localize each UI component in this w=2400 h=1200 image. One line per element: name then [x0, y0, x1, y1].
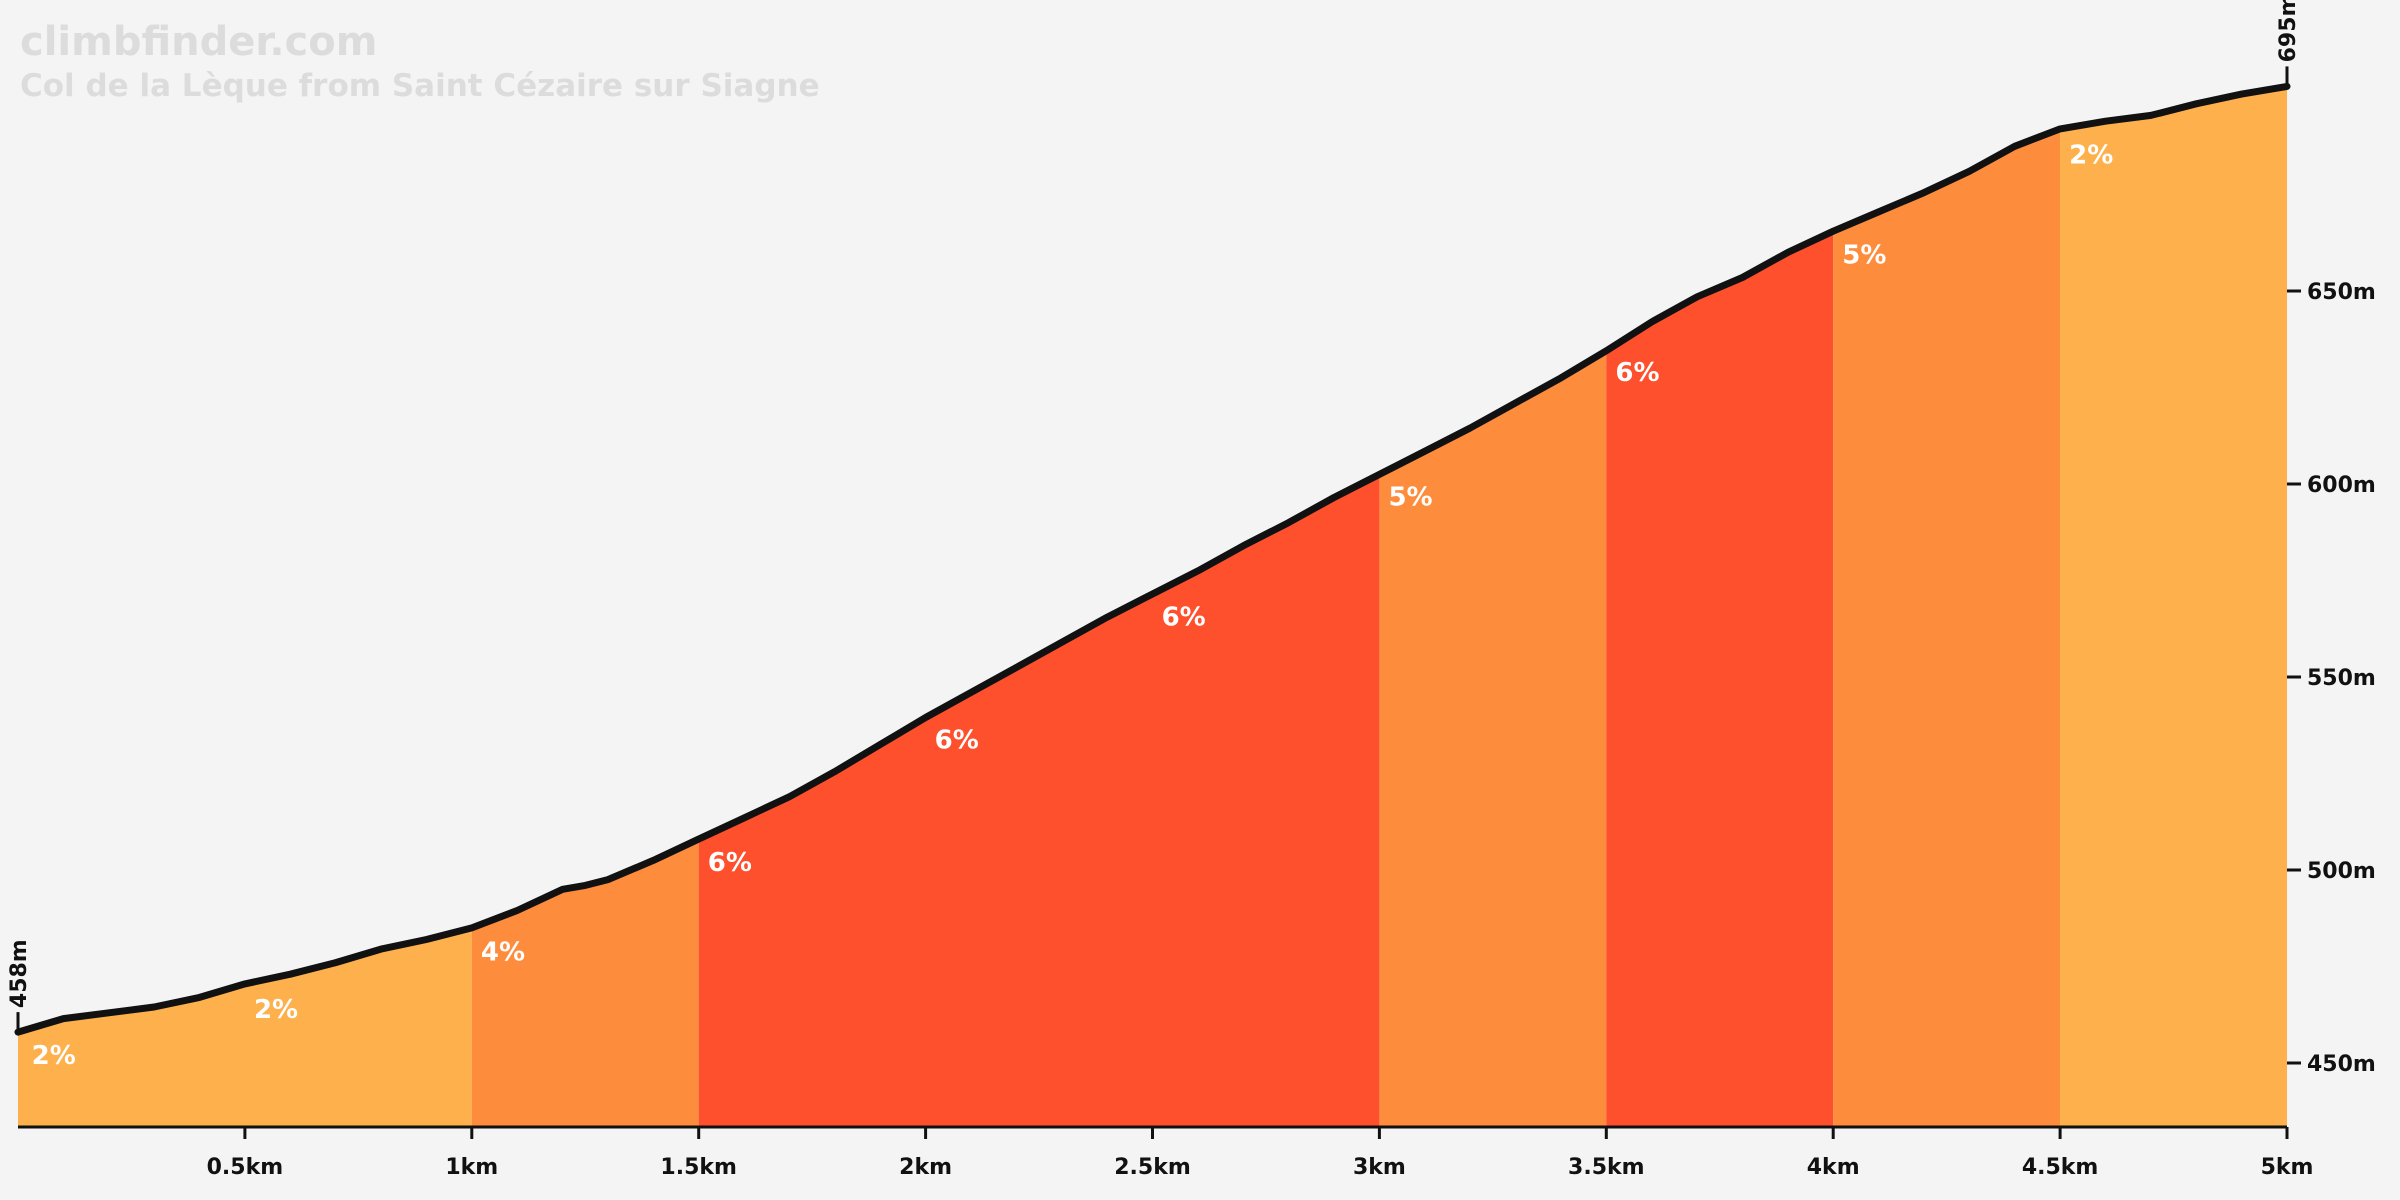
grade-segments: [18, 86, 2287, 1127]
x-tick-label-3: 1.5km: [660, 1155, 737, 1180]
y-tick-label-4: 600m: [2307, 473, 2376, 498]
x-tick-label-10: 5km: [2261, 1155, 2314, 1180]
gradient-label-1: 2%: [32, 1041, 76, 1071]
y-tick-label-2: 500m: [2307, 859, 2376, 884]
gradient-label-8: 6%: [1615, 358, 1659, 388]
gradient-label-5: 6%: [935, 726, 979, 756]
y-tick-label-5: 650m: [2307, 280, 2376, 305]
x-tick-label-5: 2.5km: [1114, 1155, 1191, 1180]
gradient-label-3: 4%: [481, 937, 525, 967]
grade-segment-1: [18, 927, 472, 1127]
gradient-label-7: 5%: [1388, 483, 1432, 513]
grade-segment-5: [1606, 231, 1834, 1127]
grade-segment-7: [2060, 86, 2287, 1127]
grade-segment-2: [471, 839, 699, 1127]
grade-segment-6: [1833, 128, 2061, 1127]
site-title: climbfinder.com: [20, 19, 377, 65]
x-tick-label-7: 3.5km: [1568, 1155, 1645, 1180]
x-tick-label-1: 0.5km: [207, 1155, 284, 1180]
y-tick-label-3: 550m: [2307, 666, 2376, 691]
gradient-label-2: 2%: [254, 995, 298, 1025]
gradient-label-10: 2%: [2069, 140, 2113, 170]
end-elevation-label: 695m: [2276, 0, 2301, 62]
x-tick-label-4: 2km: [899, 1155, 952, 1180]
climb-title: Col de la Lèque from Saint Cézaire sur S…: [20, 68, 820, 104]
x-tick-label-2: 1km: [445, 1155, 498, 1180]
start-elevation-label: 458m: [7, 939, 32, 1008]
x-tick-label-9: 4.5km: [2022, 1155, 2099, 1180]
profile-line: [14, 82, 2291, 1036]
gradient-label-9: 5%: [1842, 240, 1886, 270]
x-tick-label-8: 4km: [1807, 1155, 1860, 1180]
y-tick-label-1: 450m: [2307, 1052, 2376, 1077]
grade-segment-4: [1379, 350, 1607, 1127]
grade-segment-3: [698, 474, 1380, 1127]
gradient-label-4: 6%: [708, 848, 752, 878]
axes: 0.5km 1km 1.5km 2km 2.5km 3km 3.5km 4km 4.5km 5km…: [7, 0, 2376, 1180]
gradient-label-6: 6%: [1162, 602, 1206, 632]
gradient-labels: 2% 2% 4% 6% 6% 6% 5% 6% 5% 2%: [32, 140, 2114, 1071]
x-tick-label-6: 3km: [1353, 1155, 1406, 1180]
